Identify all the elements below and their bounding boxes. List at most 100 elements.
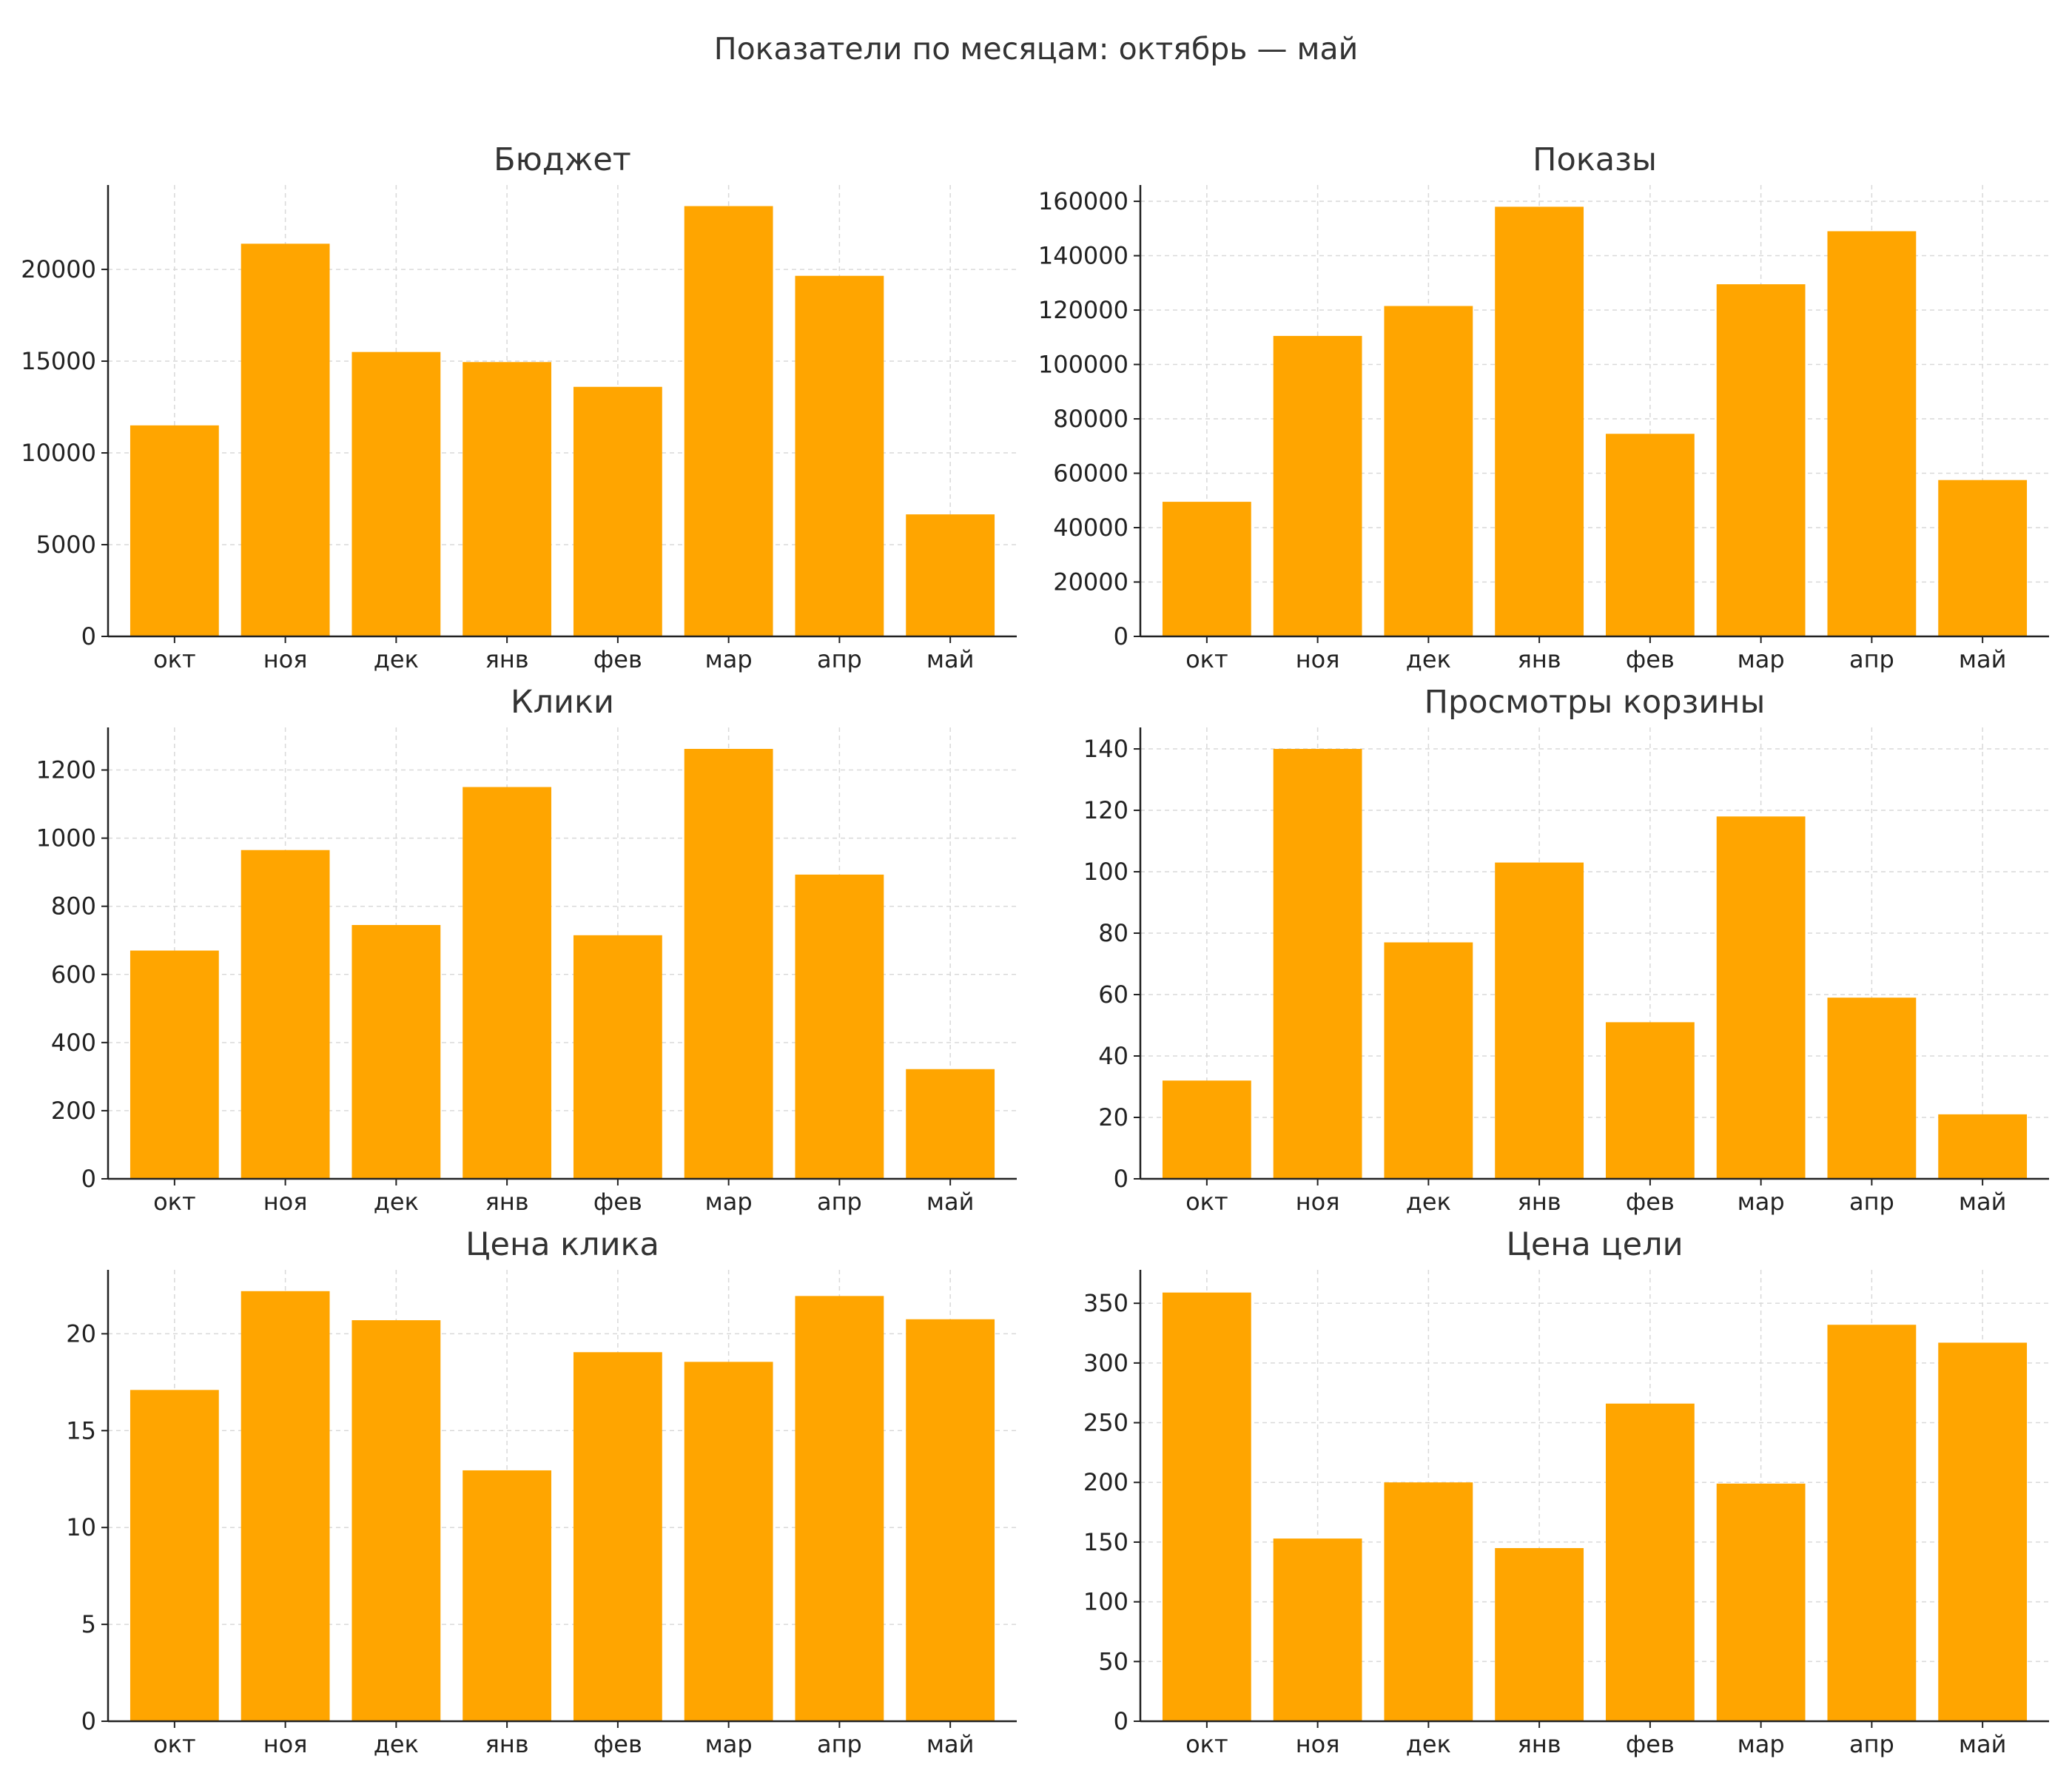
bar-янв bbox=[462, 1470, 552, 1721]
bar-мар bbox=[1716, 816, 1806, 1179]
y-tick-label: 40000 bbox=[1053, 514, 1128, 542]
bar-окт bbox=[130, 425, 219, 636]
bar-мар bbox=[1716, 1483, 1806, 1721]
x-tick-label: окт bbox=[1185, 1188, 1228, 1216]
figure-suptitle: Показатели по месяцам: октябрь — май bbox=[714, 31, 1358, 67]
y-tick-label: 80000 bbox=[1053, 405, 1128, 433]
x-tick-label: май bbox=[926, 1730, 975, 1758]
bar-апр bbox=[1827, 1325, 1917, 1721]
bar-ноя bbox=[1273, 1538, 1362, 1721]
x-tick-label: май bbox=[1959, 645, 2007, 673]
x-tick-label: май bbox=[1959, 1188, 2007, 1216]
bar-апр bbox=[795, 874, 884, 1179]
bar-дек bbox=[1384, 1482, 1473, 1721]
bar-окт bbox=[1162, 1080, 1251, 1179]
y-tick-label: 300 bbox=[1083, 1349, 1128, 1377]
x-tick-label: окт bbox=[153, 1188, 196, 1216]
chart-panel-3: Клики 0 200 400 600 800 1000 1200 окт ноя дек янв фе… bbox=[36, 684, 1017, 1216]
x-tick-label: фев bbox=[593, 1188, 642, 1216]
x-tick-label: фев bbox=[1626, 1730, 1675, 1758]
y-tick-label: 600 bbox=[51, 961, 96, 989]
x-tick-label: дек bbox=[1406, 645, 1451, 673]
x-tick-label: фев bbox=[593, 1730, 642, 1758]
y-tick-label: 50 bbox=[1098, 1647, 1128, 1675]
y-tick-label: 120000 bbox=[1038, 296, 1128, 324]
y-tick-label: 60000 bbox=[1053, 460, 1128, 488]
y-tick-label: 10000 bbox=[21, 439, 96, 467]
x-tick-label: мар bbox=[705, 1188, 753, 1216]
y-tick-label: 20000 bbox=[1053, 568, 1128, 596]
x-tick-label: янв bbox=[1518, 1188, 1561, 1216]
y-tick-label: 0 bbox=[81, 1165, 96, 1193]
x-tick-label: апр bbox=[817, 645, 862, 673]
y-tick-label: 200 bbox=[51, 1097, 96, 1125]
bar-янв bbox=[1495, 862, 1584, 1179]
x-tick-label: янв bbox=[1518, 1730, 1561, 1758]
y-tick-label: 150 bbox=[1083, 1528, 1128, 1556]
bar-дек bbox=[352, 925, 441, 1179]
x-tick-label: ноя bbox=[263, 1730, 308, 1758]
y-tick-label: 15 bbox=[66, 1416, 96, 1444]
bar-ноя bbox=[240, 850, 330, 1179]
x-tick-label: май bbox=[926, 645, 975, 673]
x-tick-label: дек bbox=[374, 645, 419, 673]
x-tick-label: фев bbox=[1626, 645, 1675, 673]
x-tick-label: май bbox=[1959, 1730, 2007, 1758]
bar-ноя bbox=[1273, 335, 1362, 636]
y-tick-label: 100000 bbox=[1038, 351, 1128, 379]
bar-мар bbox=[684, 749, 773, 1179]
x-tick-label: апр bbox=[1849, 1188, 1894, 1216]
x-tick-label: мар bbox=[1738, 1188, 1785, 1216]
y-tick-label: 40 bbox=[1098, 1042, 1128, 1070]
bar-ноя bbox=[240, 243, 330, 636]
y-tick-label: 20 bbox=[1098, 1103, 1128, 1131]
x-tick-label: дек bbox=[1406, 1730, 1451, 1758]
panel-title: Бюджет bbox=[494, 141, 631, 178]
bar-май bbox=[1938, 480, 2028, 636]
chart-panel-2: Показы 0 20000 40000 60000 80000 100000 120000 1… bbox=[1038, 141, 2049, 673]
x-tick-label: май bbox=[926, 1188, 975, 1216]
y-tick-label: 350 bbox=[1083, 1289, 1128, 1317]
x-tick-label: окт bbox=[153, 645, 196, 673]
y-tick-label: 0 bbox=[81, 622, 96, 650]
bar-мар bbox=[684, 206, 773, 637]
x-tick-label: мар bbox=[1738, 1730, 1785, 1758]
x-tick-label: окт bbox=[1185, 645, 1228, 673]
x-tick-label: янв bbox=[485, 1730, 529, 1758]
bar-ноя bbox=[1273, 749, 1362, 1179]
x-tick-label: апр bbox=[817, 1188, 862, 1216]
chart-panel-4: Просмотры корзины 0 20 40 60 80 100 120 140 окт но… bbox=[1083, 684, 2049, 1216]
y-tick-label: 120 bbox=[1083, 796, 1128, 824]
y-tick-label: 140000 bbox=[1038, 242, 1128, 270]
y-tick-label: 0 bbox=[1114, 1707, 1128, 1735]
bar-апр bbox=[795, 275, 884, 636]
x-tick-label: апр bbox=[817, 1730, 862, 1758]
x-tick-label: фев bbox=[1626, 1188, 1675, 1216]
y-tick-label: 250 bbox=[1083, 1409, 1128, 1437]
bar-янв bbox=[1495, 206, 1584, 636]
y-tick-label: 100 bbox=[1083, 1588, 1128, 1616]
bar-май bbox=[906, 514, 995, 636]
bar-дек bbox=[352, 1320, 441, 1721]
y-tick-label: 0 bbox=[1114, 1165, 1128, 1193]
bar-ноя bbox=[240, 1291, 330, 1721]
y-tick-label: 160000 bbox=[1038, 187, 1128, 215]
panel-title: Просмотры корзины bbox=[1424, 684, 1766, 721]
chart-panel-6: Цена цели 0 50 100 150 200 250 300 350 окт ноя дек я… bbox=[1083, 1226, 2049, 1758]
bar-фев bbox=[1605, 434, 1695, 636]
bar-май bbox=[906, 1319, 995, 1721]
y-tick-label: 20000 bbox=[21, 255, 96, 283]
y-tick-label: 0 bbox=[81, 1707, 96, 1735]
x-tick-label: янв bbox=[1518, 645, 1561, 673]
bar-фев bbox=[573, 386, 662, 636]
x-tick-label: окт bbox=[1185, 1730, 1228, 1758]
y-tick-label: 800 bbox=[51, 892, 96, 921]
x-tick-label: апр bbox=[1849, 645, 1894, 673]
bar-фев bbox=[573, 1352, 662, 1721]
chart-panel-5: Цена клика 0 5 10 15 20 окт ноя дек янв фев мар апр м… bbox=[66, 1226, 1017, 1758]
bar-мар bbox=[1716, 284, 1806, 636]
bar-мар bbox=[684, 1362, 773, 1721]
bar-апр bbox=[1827, 231, 1917, 637]
y-tick-label: 200 bbox=[1083, 1468, 1128, 1496]
